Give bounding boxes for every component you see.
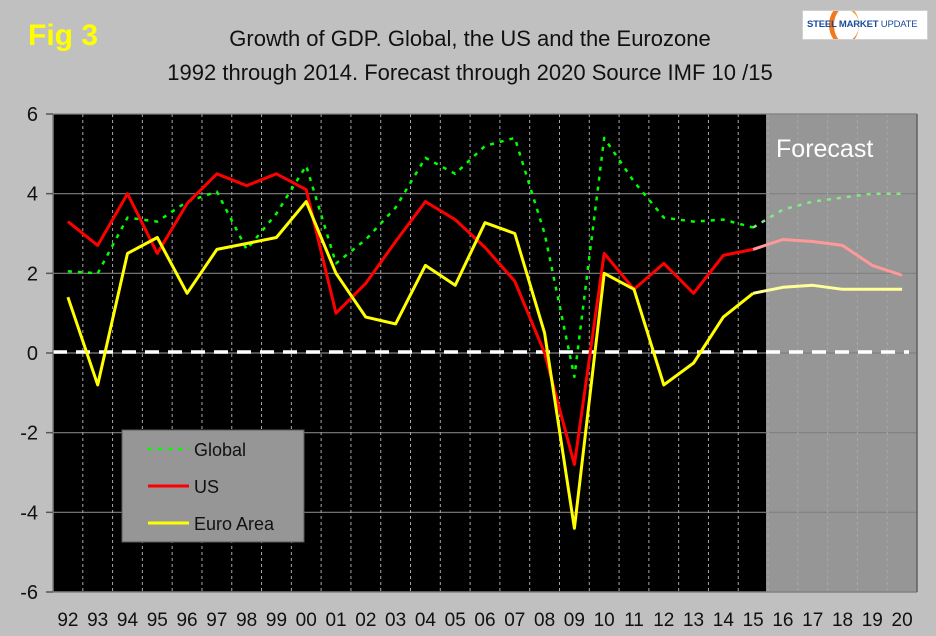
x-tick-label: 08	[534, 610, 555, 631]
x-tick-label: 92	[57, 610, 78, 631]
logo-text: STEEL MARKET UPDATE	[807, 19, 918, 30]
x-tick-label: 20	[892, 610, 913, 631]
y-tick-label: 2	[27, 263, 38, 285]
y-tick-label: 4	[27, 184, 38, 206]
forecast-label: Forecast	[776, 135, 873, 163]
chart-title: Growth of GDP. Global, the US and the Eu…	[229, 26, 711, 51]
series-layer	[66, 136, 903, 530]
series-forecast-line-euro-area	[752, 283, 903, 295]
x-tick-label: 97	[206, 610, 227, 631]
y-tick-label: 6	[27, 104, 38, 126]
x-tick-label: 96	[176, 610, 197, 631]
x-tick-label: 19	[862, 610, 883, 631]
y-tick-label: -2	[20, 423, 38, 445]
legend: Global US Euro Area	[121, 429, 305, 543]
x-tick-label: 00	[296, 610, 317, 631]
series-line-us	[66, 172, 754, 466]
x-tick-label: 01	[325, 610, 346, 631]
x-tick-label: 10	[594, 610, 615, 631]
x-tick-label: 95	[147, 610, 168, 631]
x-tick-label: 15	[743, 610, 764, 631]
chart-subtitle: 1992 through 2014. Forecast through 2020…	[167, 60, 773, 85]
legend-label: Global	[194, 440, 246, 460]
x-tick-label: 13	[683, 610, 704, 631]
steel-market-update-logo: STEEL MARKET UPDATE	[802, 10, 928, 40]
y-axis-ticks: -6 -4 -2 0 2 4 6	[20, 104, 53, 604]
x-tick-label: 09	[564, 610, 585, 631]
series-forecast-line-us	[752, 238, 903, 277]
x-tick-label: 11	[624, 610, 644, 631]
x-tick-label: 02	[355, 610, 376, 631]
x-tick-label: 07	[504, 610, 525, 631]
x-tick-label: 03	[385, 610, 406, 631]
y-tick-label: -6	[20, 582, 38, 604]
x-tick-label: 05	[445, 610, 466, 631]
x-tick-label: 98	[236, 610, 257, 631]
x-tick-label: 04	[415, 610, 437, 631]
x-tick-label: 99	[266, 610, 287, 631]
series-forecast-line-global	[752, 192, 903, 229]
legend-label: US	[194, 477, 219, 497]
x-tick-label: 14	[713, 610, 735, 631]
figure-label: Fig 3	[28, 19, 99, 52]
x-tick-label: 16	[772, 610, 793, 631]
logo-arc-icon	[829, 11, 859, 39]
legend-label: Euro Area	[194, 514, 275, 534]
y-tick-label: 0	[27, 343, 38, 365]
x-tick-label: 12	[653, 610, 674, 631]
series-line-euro-area	[66, 200, 755, 530]
x-tick-label: 94	[117, 610, 139, 631]
x-tick-label: 17	[802, 610, 823, 631]
logo-light-text: UPDATE	[880, 19, 918, 30]
logo-bold-text: STEEL MARKET	[807, 19, 879, 30]
x-tick-label: 18	[832, 610, 853, 631]
x-axis-ticks: 92 93 94 95 96 97 98 99 00 01 02 03 04 05 06 07 08 09 10 11…	[57, 610, 912, 631]
y-tick-label: -4	[20, 502, 38, 524]
series-line-global	[67, 136, 754, 379]
x-tick-label: 93	[87, 610, 108, 631]
x-tick-label: 06	[474, 610, 495, 631]
